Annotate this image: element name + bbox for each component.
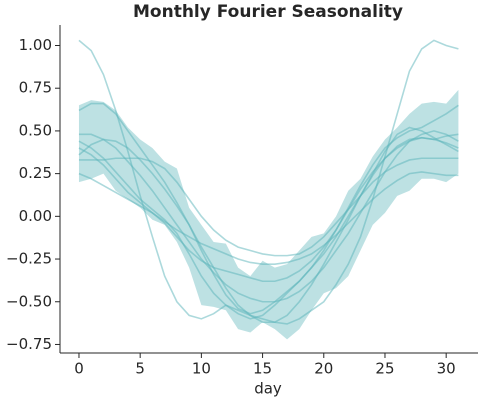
series-line: [78, 102, 459, 315]
y-tick-label: −0.75: [6, 335, 52, 353]
x-tick-label: 15: [253, 360, 272, 378]
x-tick-label: 30: [437, 360, 456, 378]
chart-title: Monthly Fourier Seasonality: [133, 2, 403, 22]
x-tick-label: 0: [74, 360, 84, 378]
x-axis-label: day: [254, 380, 282, 398]
y-tick-label: −0.25: [6, 250, 52, 268]
y-tick-label: 0.25: [19, 164, 52, 182]
y-tick-label: 0.50: [19, 121, 52, 139]
series-line: [78, 136, 459, 283]
y-tick-label: 0.00: [19, 207, 52, 225]
x-tick-label: 20: [314, 360, 333, 378]
series-line: [78, 157, 459, 257]
y-tick-label: −0.50: [6, 292, 52, 310]
x-tick-label: 10: [192, 360, 211, 378]
series-line: [78, 39, 459, 325]
series-line: [78, 171, 459, 265]
series-line: [78, 133, 459, 324]
x-tick-label: 25: [375, 360, 394, 378]
series-line: [78, 130, 459, 303]
y-tick-label: 1.00: [19, 36, 52, 54]
series-line: [78, 126, 459, 320]
x-tick-label: 5: [135, 360, 145, 378]
y-tick-label: 0.75: [19, 79, 52, 97]
